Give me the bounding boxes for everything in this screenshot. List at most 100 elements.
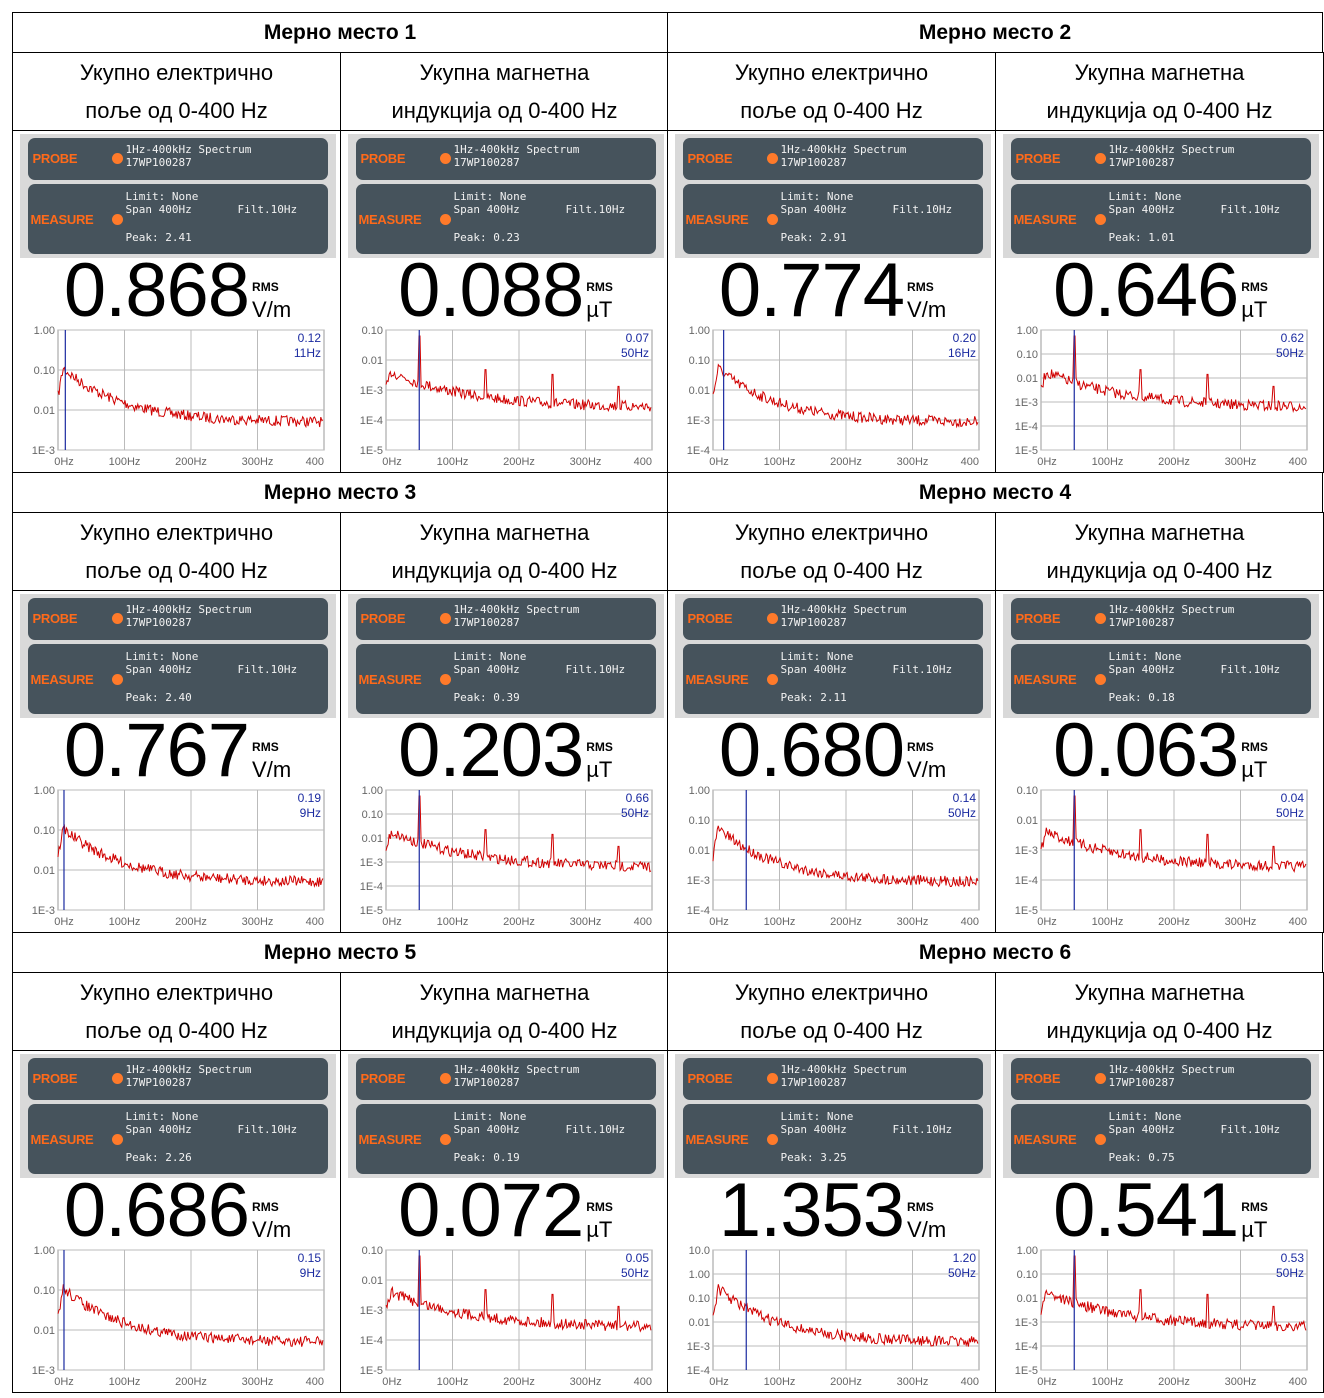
measure-box: MEASURELimit: NoneSpan 400HzFilt.10HzPea… bbox=[356, 1104, 656, 1174]
rms-value: 0.774 bbox=[719, 258, 904, 324]
span: Span 400Hz bbox=[454, 1123, 520, 1136]
arrow-icon bbox=[112, 1134, 123, 1145]
rms-value: 0.541 bbox=[1053, 1178, 1238, 1244]
document: Мерно место 1Укупно електричнопоље од 0-… bbox=[0, 0, 1324, 1398]
y-tick-label: 0.10 bbox=[33, 1285, 54, 1297]
unit: V/m bbox=[252, 298, 291, 322]
header-line: Укупна магнетна bbox=[420, 54, 590, 92]
unit-box: RMSµT bbox=[586, 736, 613, 784]
x-tick-label: 0Hz bbox=[54, 1376, 74, 1388]
measure-label: MEASURE bbox=[359, 212, 422, 227]
header-line: поље од 0-400 Hz bbox=[740, 92, 922, 130]
reading: 0.686RMSV/m bbox=[20, 1178, 336, 1244]
y-tick-label: 1E-3 bbox=[686, 415, 709, 427]
rms-value: 0.767 bbox=[64, 718, 249, 784]
arrow-icon bbox=[112, 214, 123, 225]
rms-label: RMS bbox=[907, 736, 946, 758]
rms-label: RMS bbox=[586, 276, 613, 298]
measure-label: MEASURE bbox=[359, 1132, 422, 1147]
probe-box: PROBE1Hz-400kHz Spectrum17WP100287 bbox=[683, 138, 983, 180]
unit: V/m bbox=[252, 1218, 291, 1242]
header-line: Укупно електрично bbox=[735, 974, 928, 1012]
x-tick-label: 0Hz bbox=[382, 916, 402, 928]
marker-value: 0.04 bbox=[1280, 791, 1304, 805]
y-tick-label: 1.00 bbox=[688, 785, 709, 797]
marker-frequency: 50Hz bbox=[947, 1266, 975, 1280]
x-tick-label: 400 bbox=[960, 456, 978, 468]
marker-value: 0.62 bbox=[1280, 331, 1304, 345]
column-header: Укупно електричнопоље од 0-400 Hz bbox=[667, 972, 996, 1051]
x-tick-label: 100Hz bbox=[1091, 456, 1123, 468]
y-tick-label: 0.10 bbox=[361, 1245, 382, 1257]
span: Span 400Hz bbox=[126, 203, 192, 216]
arrow-icon bbox=[112, 613, 123, 624]
y-tick-label: 1E-3 bbox=[359, 857, 382, 869]
peak: Peak: 0.39 bbox=[454, 691, 520, 704]
probe-serial: 17WP100287 bbox=[454, 616, 520, 629]
rms-label: RMS bbox=[586, 736, 613, 758]
column-header: Укупно електричнопоље од 0-400 Hz bbox=[667, 512, 996, 591]
x-tick-label: 100Hz bbox=[108, 916, 140, 928]
x-tick-label: 200Hz bbox=[503, 456, 535, 468]
column-header: Укупна магнетнаиндукција од 0-400 Hz bbox=[340, 512, 669, 591]
y-tick-label: 0.10 bbox=[688, 815, 709, 827]
probe-box: PROBE1Hz-400kHz Spectrum17WP100287 bbox=[356, 138, 656, 180]
measure-label: MEASURE bbox=[686, 672, 749, 687]
header-line: индукција од 0-400 Hz bbox=[392, 92, 618, 130]
rms-value: 0.680 bbox=[719, 718, 904, 784]
y-tick-label: 1E-4 bbox=[1014, 1341, 1037, 1353]
rms-value: 0.063 bbox=[1053, 718, 1238, 784]
peak: Peak: 0.18 bbox=[1109, 691, 1175, 704]
y-tick-label: 1E-5 bbox=[1014, 905, 1037, 917]
probe-type: 1Hz-400kHz Spectrum bbox=[126, 143, 252, 156]
y-tick-label: 1E-3 bbox=[31, 905, 54, 917]
marker-value: 0.53 bbox=[1280, 1251, 1304, 1265]
instrument-screen: PROBE1Hz-400kHz Spectrum17WP100287MEASUR… bbox=[675, 134, 991, 470]
x-tick-label: 400 bbox=[633, 1376, 651, 1388]
y-tick-label: 0.01 bbox=[33, 1325, 54, 1337]
marker-frequency: 50Hz bbox=[1275, 806, 1303, 820]
measure-box: MEASURELimit: NoneSpan 400HzFilt.10HzPea… bbox=[683, 1104, 983, 1174]
instrument-screen: PROBE1Hz-400kHz Spectrum17WP100287MEASUR… bbox=[1003, 134, 1319, 470]
unit-box: RMSµT bbox=[1241, 1196, 1268, 1244]
x-tick-label: 200Hz bbox=[503, 1376, 535, 1388]
y-tick-label: 0.01 bbox=[1016, 1293, 1037, 1305]
column-header: Укупна магнетнаиндукција од 0-400 Hz bbox=[995, 52, 1324, 131]
header-line: Укупно електрично bbox=[735, 514, 928, 552]
filter: Filt.10Hz bbox=[893, 663, 953, 676]
header-line: Укупно електрично bbox=[80, 54, 273, 92]
header-line: поље од 0-400 Hz bbox=[85, 92, 267, 130]
header-line: поље од 0-400 Hz bbox=[740, 552, 922, 590]
limit: Limit: None bbox=[781, 190, 854, 203]
probe-label: PROBE bbox=[361, 1071, 406, 1086]
instrument-screen: PROBE1Hz-400kHz Spectrum17WP100287MEASUR… bbox=[20, 594, 336, 930]
x-tick-label: 0Hz bbox=[709, 916, 729, 928]
marker-value: 1.20 bbox=[952, 1251, 976, 1265]
place-title: Мерно место 5 bbox=[12, 932, 668, 973]
probe-serial: 17WP100287 bbox=[454, 1076, 520, 1089]
spectrum-chart: 10.01.000.100.011E-31E-40Hz100Hz200Hz300… bbox=[675, 1244, 991, 1390]
rms-label: RMS bbox=[1241, 276, 1268, 298]
x-tick-label: 300Hz bbox=[896, 916, 928, 928]
probe-serial: 17WP100287 bbox=[126, 616, 192, 629]
x-tick-label: 400 bbox=[305, 456, 323, 468]
instrument-screen: PROBE1Hz-400kHz Spectrum17WP100287MEASUR… bbox=[1003, 1054, 1319, 1390]
limit: Limit: None bbox=[1109, 650, 1182, 663]
y-tick-label: 0.01 bbox=[361, 833, 382, 845]
x-tick-label: 100Hz bbox=[436, 916, 468, 928]
y-tick-label: 0.01 bbox=[361, 1275, 382, 1287]
reading: 0.541RMSµT bbox=[1003, 1178, 1319, 1244]
probe-type: 1Hz-400kHz Spectrum bbox=[1109, 143, 1235, 156]
marker-value: 0.15 bbox=[297, 1251, 321, 1265]
arrow-icon bbox=[440, 674, 451, 685]
unit: µT bbox=[1241, 298, 1268, 322]
probe-box: PROBE1Hz-400kHz Spectrum17WP100287 bbox=[356, 1058, 656, 1100]
x-tick-label: 400 bbox=[1288, 916, 1306, 928]
reading: 0.680RMSV/m bbox=[675, 718, 991, 784]
place-title: Мерно место 2 bbox=[667, 12, 1323, 53]
peak: Peak: 2.41 bbox=[126, 231, 192, 244]
marker-frequency: 50Hz bbox=[620, 346, 648, 360]
